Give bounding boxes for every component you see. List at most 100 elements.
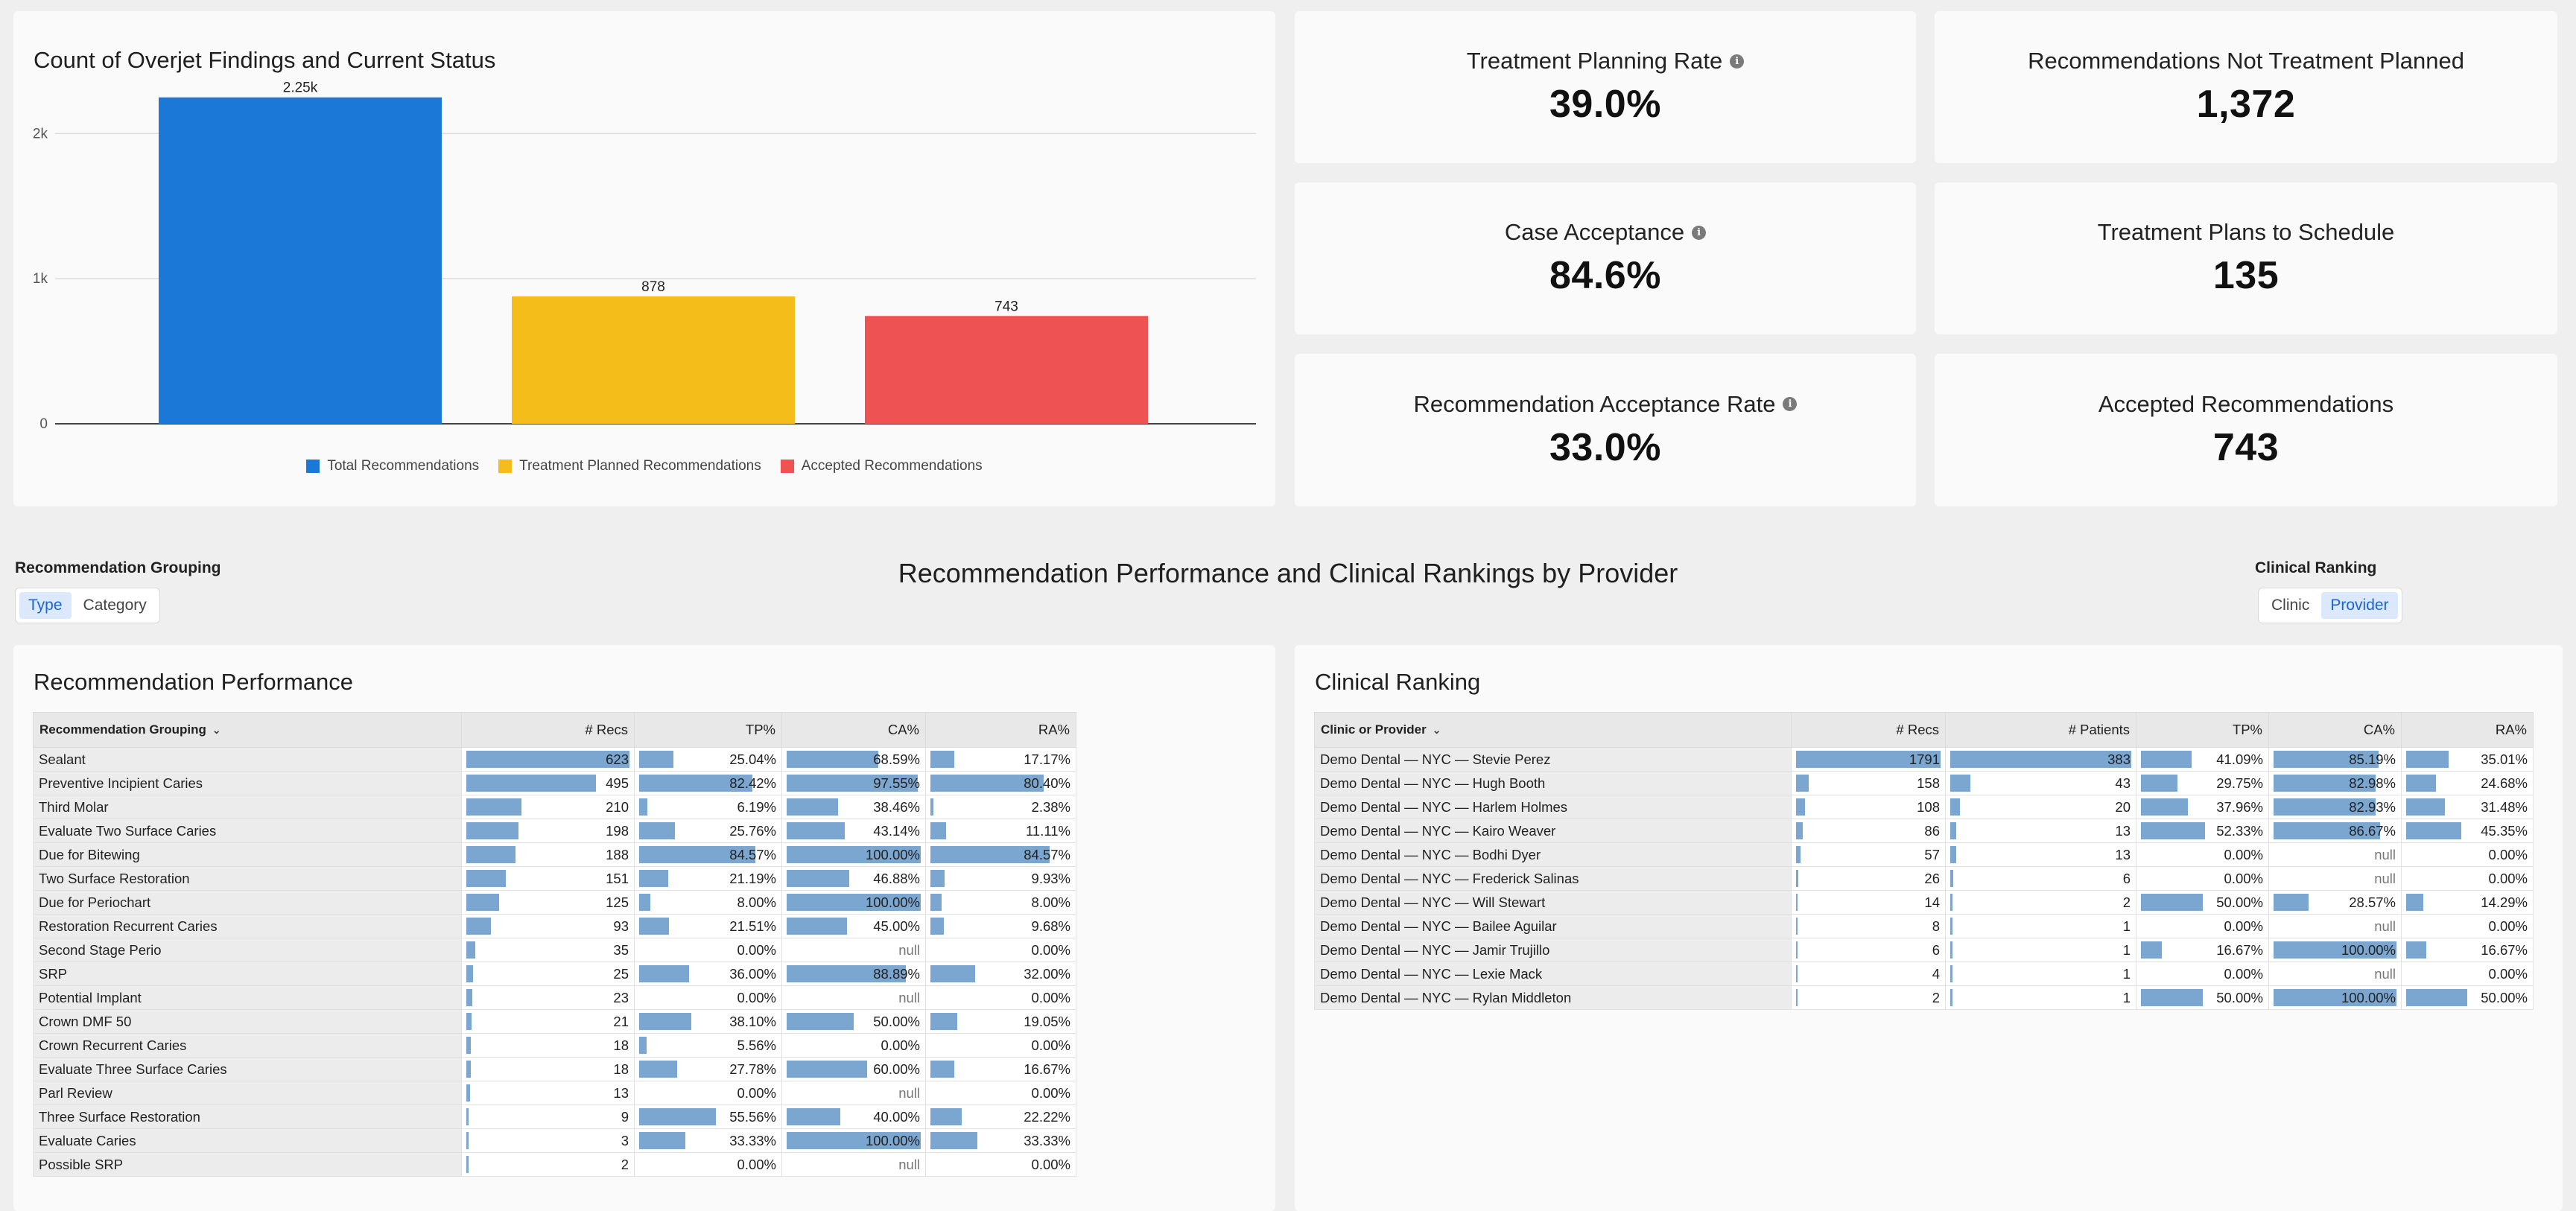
table-row[interactable]: Demo Dental — NYC — Stevie Perez 1791 383 4… bbox=[1314, 747, 2534, 772]
table-row[interactable]: Demo Dental — NYC — Kairo Weaver 86 13 52.3… bbox=[1314, 819, 2534, 843]
ranking-option-clinic[interactable]: Clinic bbox=[2271, 597, 2310, 614]
table-row[interactable]: Evaluate Caries 3 33.33% 100.00% 33.33% bbox=[33, 1128, 1076, 1153]
bar-1[interactable] bbox=[512, 296, 795, 424]
cell-ca: null bbox=[2268, 842, 2402, 867]
cell-bar bbox=[639, 1037, 647, 1054]
grouping-option-type[interactable]: Type bbox=[19, 592, 72, 619]
kpi-label: Recommendations Not Treatment Planned bbox=[2028, 48, 2464, 74]
column-header[interactable]: CA% bbox=[781, 712, 926, 748]
table-row[interactable]: Third Molar 210 6.19% 38.46% 2.38% bbox=[33, 795, 1076, 819]
table-row[interactable]: Demo Dental — NYC — Bailee Aguilar 8 1 0.00… bbox=[1314, 914, 2534, 938]
cell-bar bbox=[2274, 751, 2379, 768]
table-row[interactable]: Demo Dental — NYC — Will Stewart 14 2 50.00… bbox=[1314, 890, 2534, 915]
cell-value: 9.93% bbox=[1031, 870, 1070, 886]
table-row[interactable]: Due for Periochart 125 8.00% 100.00% 8.00% bbox=[33, 890, 1076, 915]
table-row[interactable]: Potential Implant 23 0.00% null 0.00% bbox=[33, 985, 1076, 1010]
cell-ra: 19.05% bbox=[925, 1009, 1076, 1034]
table-row[interactable]: Demo Dental — NYC — Rylan Middleton 2 1 50.… bbox=[1314, 985, 2534, 1010]
cell-value: 52.33% bbox=[2216, 822, 2263, 839]
cell-recs: 23 bbox=[461, 985, 635, 1010]
table-row[interactable]: Evaluate Two Surface Caries 198 25.76% 43.1… bbox=[33, 819, 1076, 843]
column-header[interactable]: # Recs bbox=[461, 712, 635, 748]
table-row[interactable]: Restoration Recurrent Caries 93 21.51% 45.0… bbox=[33, 914, 1076, 938]
cell-ra: 0.00% bbox=[2401, 842, 2534, 867]
table-row[interactable]: SRP 25 36.00% 88.89% 32.00% bbox=[33, 962, 1076, 986]
cell-value: 14.29% bbox=[2481, 894, 2528, 910]
cell-value: 24.68% bbox=[2481, 775, 2528, 791]
table-row[interactable]: Parl Review 13 0.00% null 0.00% bbox=[33, 1081, 1076, 1105]
cell-value: 88.89% bbox=[873, 965, 920, 982]
cell-value: 13 bbox=[2115, 846, 2131, 862]
column-header[interactable]: Clinic or Provider ⌄ bbox=[1314, 712, 1792, 748]
table-row[interactable]: Evaluate Three Surface Caries 18 27.78% 60.… bbox=[33, 1057, 1076, 1081]
column-header[interactable]: CA% bbox=[2268, 712, 2402, 748]
cell-ca: 46.88% bbox=[781, 866, 926, 891]
cell-bar bbox=[787, 822, 845, 839]
table-row[interactable]: Demo Dental — NYC — Bodhi Dyer 57 13 0.00% n… bbox=[1314, 842, 2534, 867]
cell-patients: 20 bbox=[1945, 795, 2136, 819]
cell-ra: 50.00% bbox=[2401, 985, 2534, 1010]
table-row[interactable]: Demo Dental — NYC — Frederick Salinas 26 6… bbox=[1314, 866, 2534, 891]
cell-value: 11.11% bbox=[1026, 822, 1070, 839]
cell-bar bbox=[2274, 798, 2376, 816]
column-header[interactable]: RA% bbox=[925, 712, 1076, 748]
table-row[interactable]: Crown Recurrent Caries 18 5.56% 0.00% 0.00% bbox=[33, 1033, 1076, 1058]
cell-value: 198 bbox=[606, 822, 629, 839]
cell-value: 86 bbox=[1924, 822, 1940, 839]
column-header[interactable]: # Recs bbox=[1791, 712, 1946, 748]
table-row[interactable]: Preventive Incipient Caries 495 82.42% 97.5… bbox=[33, 771, 1076, 795]
cell-bar bbox=[1796, 941, 1798, 959]
table-row[interactable]: Demo Dental — NYC — Lexie Mack 4 1 0.00% nul… bbox=[1314, 962, 2534, 986]
info-icon[interactable]: i bbox=[1783, 397, 1798, 411]
cell-bar bbox=[1796, 798, 1805, 816]
chevron-down-icon[interactable]: ⌄ bbox=[212, 724, 221, 736]
info-icon[interactable]: i bbox=[1730, 54, 1745, 69]
table-row[interactable]: Demo Dental — NYC — Harlem Holmes 108 20 37… bbox=[1314, 795, 2534, 819]
table-row[interactable]: Second Stage Perio 35 0.00% null 0.00% bbox=[33, 938, 1076, 962]
grouping-option-category[interactable]: Category bbox=[83, 597, 147, 614]
table-row[interactable]: Crown DMF 50 21 38.10% 50.00% 19.05% bbox=[33, 1009, 1076, 1034]
cell-value: 35.01% bbox=[2481, 751, 2528, 767]
row-label: Two Surface Restoration bbox=[33, 866, 462, 891]
row-label: Potential Implant bbox=[33, 985, 462, 1010]
bar-2[interactable] bbox=[865, 316, 1148, 424]
column-header[interactable]: Recommendation Grouping ⌄ bbox=[33, 712, 462, 748]
table-row[interactable]: Possible SRP 2 0.00% null 0.00% bbox=[33, 1152, 1076, 1177]
info-icon[interactable]: i bbox=[1692, 225, 1707, 240]
table-row[interactable]: Three Surface Restoration 9 55.56% 40.00% 22… bbox=[33, 1104, 1076, 1129]
bar-0[interactable] bbox=[159, 97, 442, 424]
cell-value: 6 bbox=[2122, 870, 2131, 886]
cell-value: 0.00% bbox=[2488, 870, 2528, 886]
cell-recs: 125 bbox=[461, 890, 635, 915]
column-header[interactable]: TP% bbox=[634, 712, 782, 748]
table-row[interactable]: Two Surface Restoration 151 21.19% 46.88% 9.… bbox=[33, 866, 1076, 891]
cell-value: 2 bbox=[621, 1156, 629, 1172]
cell-bar bbox=[639, 775, 753, 792]
cell-tp: 21.51% bbox=[634, 914, 782, 938]
cell-ra: 22.22% bbox=[925, 1104, 1076, 1129]
column-header[interactable]: # Patients bbox=[1945, 712, 2136, 748]
cell-tp: 8.00% bbox=[634, 890, 782, 915]
legend-item[interactable]: Total Recommendations bbox=[306, 458, 479, 474]
table-header-row: Clinic or Provider ⌄ # Recs # Patients TP… bbox=[1314, 712, 2534, 748]
cell-tp: 5.56% bbox=[634, 1033, 782, 1058]
chevron-down-icon[interactable]: ⌄ bbox=[1432, 724, 1441, 736]
cell-value: 100.00% bbox=[865, 846, 920, 862]
cell-value: 46.88% bbox=[873, 870, 920, 886]
legend-item[interactable]: Treatment Planned Recommendations bbox=[498, 458, 761, 474]
cell-bar bbox=[1950, 941, 1952, 959]
column-header[interactable]: TP% bbox=[2136, 712, 2269, 748]
cell-bar bbox=[787, 751, 879, 768]
cell-value: 84.57% bbox=[729, 846, 776, 862]
legend-item[interactable]: Accepted Recommendations bbox=[780, 458, 983, 474]
cell-value: 623 bbox=[606, 751, 629, 767]
cell-ca: 100.00% bbox=[781, 1128, 926, 1153]
cell-value: 0.00% bbox=[1031, 1084, 1070, 1101]
cell-value: 16.67% bbox=[2481, 941, 2528, 958]
table-row[interactable]: Sealant 623 25.04% 68.59% 17.17% bbox=[33, 747, 1076, 772]
column-header[interactable]: RA% bbox=[2401, 712, 2534, 748]
table-row[interactable]: Due for Bitewing 188 84.57% 100.00% 84.57% bbox=[33, 842, 1076, 867]
table-row[interactable]: Demo Dental — NYC — Jamir Trujillo 6 1 16.6… bbox=[1314, 938, 2534, 962]
ranking-option-provider[interactable]: Provider bbox=[2321, 592, 2398, 619]
table-row[interactable]: Demo Dental — NYC — Hugh Booth 158 43 29.75… bbox=[1314, 771, 2534, 795]
